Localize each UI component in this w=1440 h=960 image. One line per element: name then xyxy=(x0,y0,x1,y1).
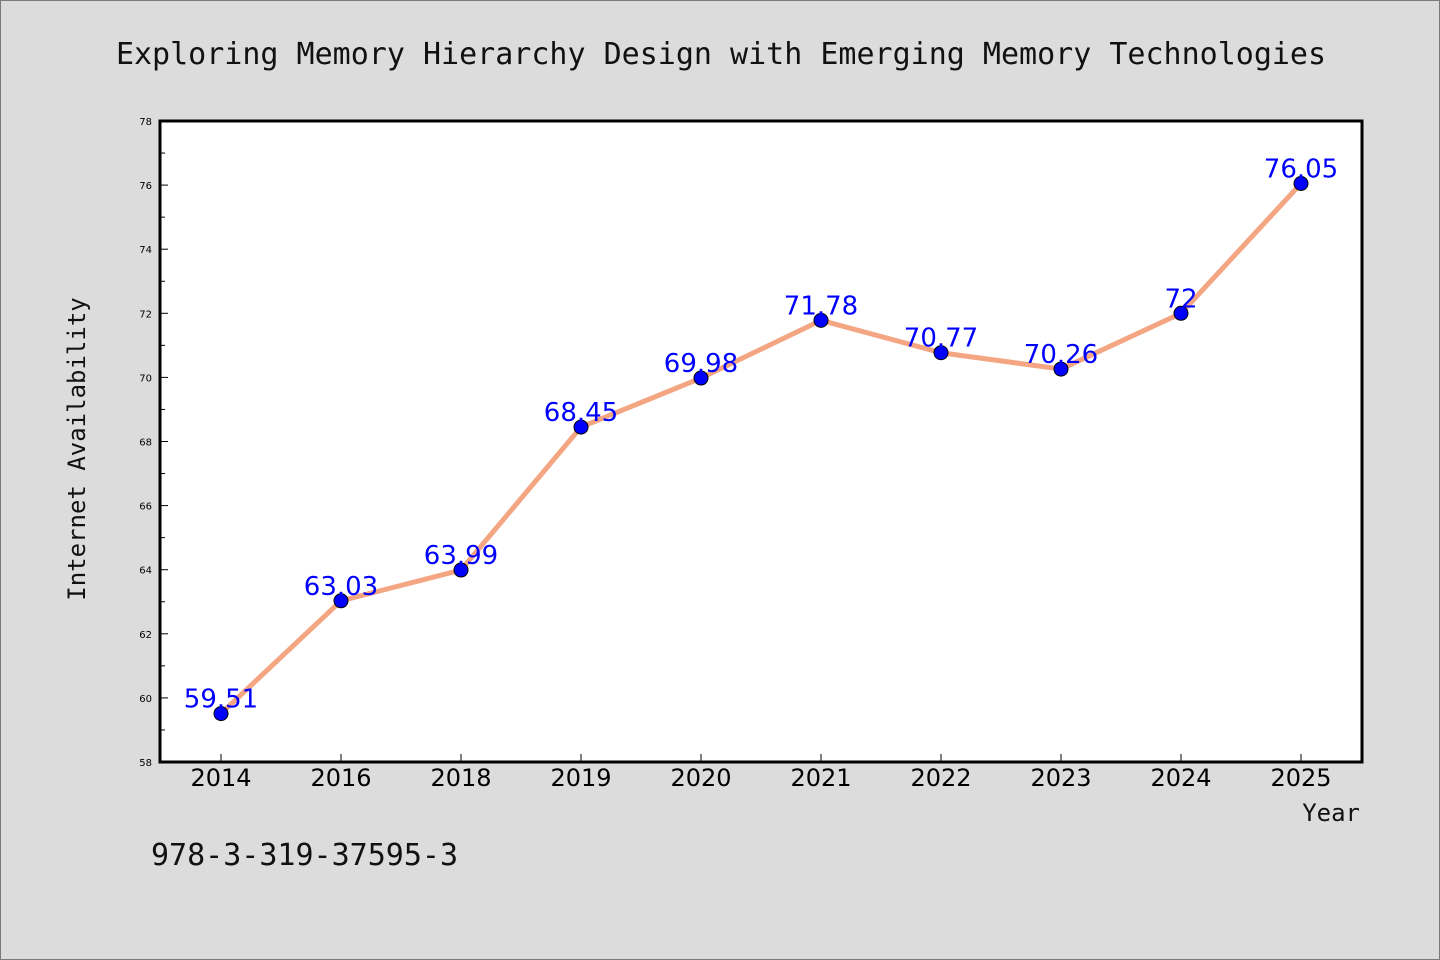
isbn-text: 978-3-319-37595-3 xyxy=(151,838,458,873)
y-tick-label: 78 xyxy=(139,117,152,128)
x-tick-label: 2014 xyxy=(190,764,251,792)
data-label: 71.78 xyxy=(784,291,858,321)
data-point xyxy=(213,706,229,722)
y-tick-label: 72 xyxy=(139,309,152,320)
y-tick-label: 64 xyxy=(139,566,152,577)
y-tick-label: 66 xyxy=(139,502,152,513)
x-tick-label: 2020 xyxy=(670,764,731,792)
data-label: 59.51 xyxy=(184,685,258,715)
y-tick-label: 70 xyxy=(139,373,152,384)
data-label: 63.99 xyxy=(424,541,498,571)
x-tick-label: 2024 xyxy=(1150,764,1211,792)
data-label: 72 xyxy=(1164,284,1197,314)
data-point xyxy=(933,345,949,361)
x-tick-label: 2022 xyxy=(910,764,971,792)
data-label: 63.03 xyxy=(304,572,378,602)
y-tick-label: 60 xyxy=(139,694,152,705)
y-tick-label: 58 xyxy=(139,758,152,769)
data-label: 76.05 xyxy=(1264,154,1338,184)
data-point xyxy=(1293,175,1309,191)
data-label: 68.45 xyxy=(544,398,618,428)
plot-area xyxy=(158,119,1364,764)
y-axis-title: Internet Availability xyxy=(63,297,91,600)
y-tick-label: 76 xyxy=(139,181,152,192)
x-tick-label: 2025 xyxy=(1270,764,1331,792)
data-label: 70.26 xyxy=(1024,340,1098,370)
chart-title: Exploring Memory Hierarchy Design with E… xyxy=(116,37,1326,72)
x-tick-label: 2018 xyxy=(430,764,491,792)
data-point xyxy=(813,312,829,328)
data-point xyxy=(693,370,709,386)
data-label: 69.98 xyxy=(664,349,738,379)
x-tick-label: 2016 xyxy=(310,764,371,792)
data-point xyxy=(1173,305,1189,321)
x-tick-label: 2023 xyxy=(1030,764,1091,792)
y-tick-label: 62 xyxy=(139,630,152,641)
y-axis: 58 60 62 64 66 68 70 72 74 76 78 xyxy=(139,117,168,769)
series-markers xyxy=(213,175,1309,722)
data-labels: 59.51 63.03 63.99 68.45 69.98 71.78 70.77 70.26… xyxy=(184,154,1338,714)
data-label: 70.77 xyxy=(904,324,978,354)
x-tick-label: 2021 xyxy=(790,764,851,792)
series-line xyxy=(218,180,1304,717)
x-tick-label: 2019 xyxy=(550,764,611,792)
data-point xyxy=(333,593,349,609)
data-point xyxy=(573,419,589,435)
data-point xyxy=(1053,361,1069,377)
x-axis-title: Year xyxy=(1302,799,1360,827)
y-tick-label: 68 xyxy=(139,438,152,449)
data-point xyxy=(453,562,469,578)
x-axis: 2014 2016 2018 2019 2020 2021 2022 2023 2024 2025 xyxy=(190,754,1332,792)
y-tick-label: 74 xyxy=(139,245,152,256)
